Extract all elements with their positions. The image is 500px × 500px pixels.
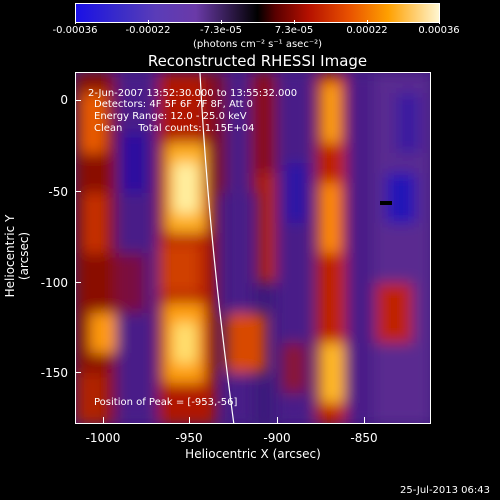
detectors-info: Detectors: 4F 5F 6F 7F 8F, Att 0	[94, 99, 254, 110]
colorbar-units: (photons cm⁻² s⁻¹ asec⁻²)	[192, 39, 323, 50]
x-tick-label: -950	[175, 431, 203, 445]
time-range: 2-Jun-2007 13:52:30.000 to 13:55:32.000	[88, 88, 298, 99]
plot-title: Reconstructed RHESSI Image	[147, 52, 368, 70]
timestamp: 25-Jul-2013 06:43	[399, 485, 490, 496]
y-tickmark	[75, 100, 81, 101]
peak-position: Position of Peak = [-953,-56]	[94, 397, 238, 408]
y-tickmark	[75, 282, 81, 283]
colorbar-tickmark	[75, 20, 76, 24]
x-tick-label: -900	[263, 431, 291, 445]
colorbar-tickmark	[367, 20, 368, 24]
colorbar-tick-label: -0.00036	[52, 25, 98, 36]
colorbar-tick-label: 7.3e-05	[274, 25, 314, 36]
x-tick-label: -1000	[85, 431, 121, 445]
solar-limb	[199, 73, 235, 423]
x-tickmark	[364, 417, 365, 423]
colorbar-tickmark	[294, 20, 295, 24]
y-tickmark	[75, 372, 81, 373]
colorbar-tick-label: 0.00036	[418, 25, 460, 36]
energy-range-info: Energy Range: 12.0 - 25.0 keV	[94, 111, 247, 122]
y-tick-label: -100	[40, 276, 68, 290]
y-tick-label: 0	[60, 93, 68, 107]
y-tick-label: -50	[48, 185, 68, 199]
x-tickmark	[103, 417, 104, 423]
x-tickmark	[189, 417, 190, 423]
colorbar-tickmark	[148, 20, 149, 24]
y-tick-label: -150	[40, 366, 68, 380]
colorbar-tickmark	[221, 20, 222, 24]
rhessi-image-canvas	[76, 73, 430, 423]
clean-info: Clean Total counts: 1.15E+04	[94, 123, 255, 134]
colorbar	[75, 3, 440, 23]
minimum-marker	[380, 201, 392, 205]
colorbar-tick-label: -0.00022	[125, 25, 171, 36]
x-axis-label: Heliocentric X (arcsec)	[185, 447, 321, 461]
y-axis-label: Heliocentric Y (arcsec)	[3, 214, 31, 298]
y-tickmark	[75, 191, 81, 192]
x-tick-label: -850	[350, 431, 378, 445]
rhessi-image	[75, 72, 431, 424]
colorbar-tick-label: 0.00022	[346, 25, 388, 36]
x-tickmark	[277, 417, 278, 423]
colorbar-tick-label: -7.3e-05	[200, 25, 242, 36]
colorbar-tickmark	[439, 20, 440, 24]
